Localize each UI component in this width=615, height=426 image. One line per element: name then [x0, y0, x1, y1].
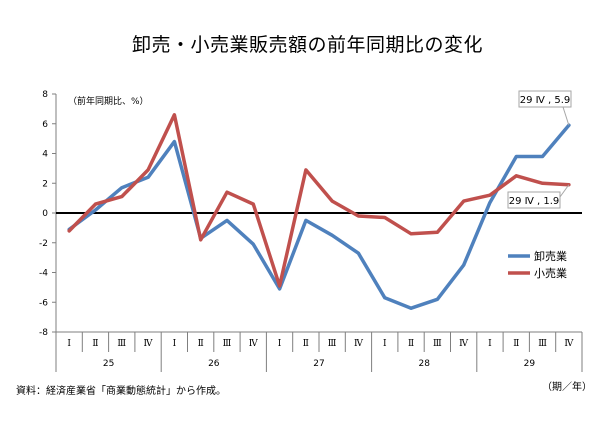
data-point: [383, 296, 386, 299]
series-line-retail: [67, 113, 571, 288]
x-tick-label: Ⅳ: [144, 339, 154, 349]
annotation-leader: [562, 106, 570, 126]
x-tick-label: Ⅱ: [198, 339, 204, 349]
data-point: [199, 238, 202, 241]
y-tick-label: 2: [42, 179, 48, 189]
y-tick-label: 8: [42, 90, 48, 100]
data-point: [409, 232, 412, 235]
data-point: [357, 252, 360, 255]
data-point: [225, 191, 228, 194]
data-point: [488, 201, 491, 204]
x-tick-label: Ⅲ: [328, 339, 337, 349]
data-point: [278, 284, 281, 287]
data-point: [436, 298, 439, 301]
x-tick-label: Ⅱ: [513, 339, 519, 349]
data-point: [225, 219, 228, 222]
data-point: [488, 194, 491, 197]
data-point: [173, 113, 176, 116]
y-axis-label: （前年同期比、%）: [68, 95, 149, 107]
data-point: [146, 168, 149, 171]
series-line-wholesale: [67, 123, 571, 310]
x-tick-label: Ⅲ: [117, 339, 126, 349]
x-tick-label: Ⅰ: [67, 339, 71, 349]
data-point: [146, 176, 149, 179]
data-point: [515, 155, 518, 158]
data-point: [541, 182, 544, 185]
x-group-label: 25: [103, 359, 114, 369]
data-point: [278, 287, 281, 290]
data-point: [515, 174, 518, 177]
legend-label: 小売業: [534, 267, 567, 280]
x-tick-label: Ⅳ: [459, 339, 469, 349]
annotation-label: 29 Ⅳ , 5.9: [520, 95, 571, 106]
x-tick-label: Ⅲ: [538, 339, 547, 349]
data-point: [436, 231, 439, 234]
y-tick-label: -8: [39, 328, 48, 338]
x-tick-label: Ⅰ: [173, 339, 177, 349]
data-point: [357, 214, 360, 217]
annotation-box: [507, 191, 561, 209]
chart-title: 卸売・小売業販売額の前年同期比の変化: [131, 34, 483, 56]
data-point: [68, 229, 71, 232]
x-tick-label: Ⅲ: [223, 339, 232, 349]
x-tick-label: Ⅱ: [408, 339, 414, 349]
y-tick-label: -2: [39, 239, 48, 249]
x-tick-label: Ⅰ: [383, 339, 387, 349]
y-tick-label: 0: [42, 209, 48, 219]
x-tick-label: Ⅲ: [433, 339, 442, 349]
y-tick-label: -6: [39, 298, 48, 308]
data-point: [252, 202, 255, 205]
source-note: 資料：経済産業省「商業動態統計」から作成。: [16, 386, 226, 397]
data-point: [120, 195, 123, 198]
data-point: [409, 307, 412, 310]
y-tick-label: -4: [39, 269, 48, 279]
data-point: [252, 243, 255, 246]
data-point: [120, 186, 123, 189]
data-point: [462, 200, 465, 203]
data-point: [383, 216, 386, 219]
data-point: [331, 234, 334, 237]
data-point: [541, 155, 544, 158]
x-tick-label: Ⅳ: [249, 339, 259, 349]
data-point: [94, 202, 97, 205]
x-tick-label: Ⅰ: [278, 339, 282, 349]
x-group-label: 28: [418, 359, 430, 369]
y-tick-label: 6: [42, 120, 48, 130]
data-point: [331, 200, 334, 203]
y-tick-label: 4: [42, 150, 48, 160]
legend-label: 卸売業: [534, 249, 567, 263]
data-point: [94, 208, 97, 211]
x-axis-unit-label: （期／年）: [542, 382, 592, 393]
x-tick-label: Ⅱ: [303, 339, 309, 349]
x-group-label: 29: [524, 359, 536, 369]
data-point: [304, 168, 307, 171]
x-group-label: 26: [208, 359, 220, 369]
data-point: [462, 263, 465, 266]
x-tick-label: Ⅱ: [92, 339, 98, 349]
x-tick-label: Ⅰ: [488, 339, 492, 349]
annotation-box: [518, 90, 572, 108]
data-point: [304, 219, 307, 222]
x-tick-label: Ⅳ: [564, 339, 574, 349]
annotation-label: 29 Ⅳ , 1.9: [509, 196, 560, 207]
x-group-label: 27: [313, 359, 324, 369]
data-point: [173, 140, 176, 143]
x-tick-label: Ⅳ: [354, 339, 364, 349]
